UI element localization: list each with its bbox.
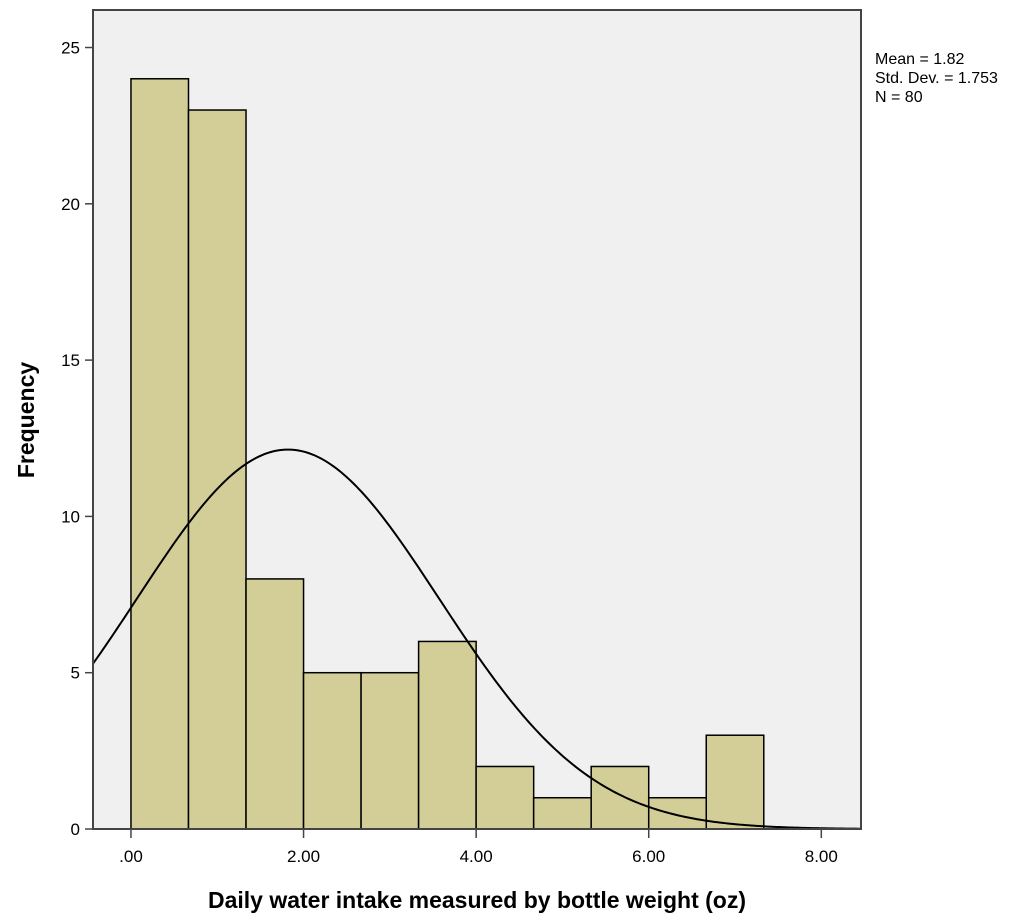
y-tick-label: 25 <box>61 39 80 58</box>
y-tick-label: 15 <box>61 351 80 370</box>
histogram-bar <box>417 640 477 830</box>
histogram-bar <box>187 109 247 830</box>
x-axis-title: Daily water intake measured by bottle we… <box>208 887 746 913</box>
histogram-bar <box>302 671 362 830</box>
y-tick-label: 5 <box>71 664 80 683</box>
x-tick-label: 4.00 <box>460 847 493 866</box>
x-tick-label: 2.00 <box>287 847 320 866</box>
histogram-bar <box>647 796 708 830</box>
y-tick-label: 0 <box>71 820 80 839</box>
plot-frame <box>92 9 862 830</box>
y-tick-label: 10 <box>61 507 80 526</box>
y-axis: 0 5 10 15 20 25 <box>61 39 93 839</box>
y-tick-label: 20 <box>61 195 80 214</box>
histogram-bars <box>130 78 765 830</box>
stats-n: N = 80 <box>875 89 923 106</box>
histogram-bar <box>590 765 650 830</box>
histogram-bar <box>475 765 535 830</box>
x-tick-label: 6.00 <box>632 847 665 866</box>
x-axis: .00 2.00 4.00 6.00 8.00 <box>119 829 838 866</box>
x-tick-label: .00 <box>119 847 143 866</box>
x-tick-label: 8.00 <box>805 847 838 866</box>
stats-std-dev: Std. Dev. = 1.753 <box>875 70 998 87</box>
normal-curve <box>92 448 862 830</box>
histogram-bar <box>245 578 305 830</box>
histogram-bar <box>532 796 592 830</box>
histogram-bar <box>705 734 765 830</box>
stats-box: Mean = 1.82 Std. Dev. = 1.753 N = 80 <box>875 51 998 106</box>
histogram-bar <box>130 78 190 830</box>
stats-mean: Mean = 1.82 <box>875 51 965 68</box>
histogram-bar <box>360 671 420 830</box>
y-axis-title: Frequency <box>13 362 39 479</box>
